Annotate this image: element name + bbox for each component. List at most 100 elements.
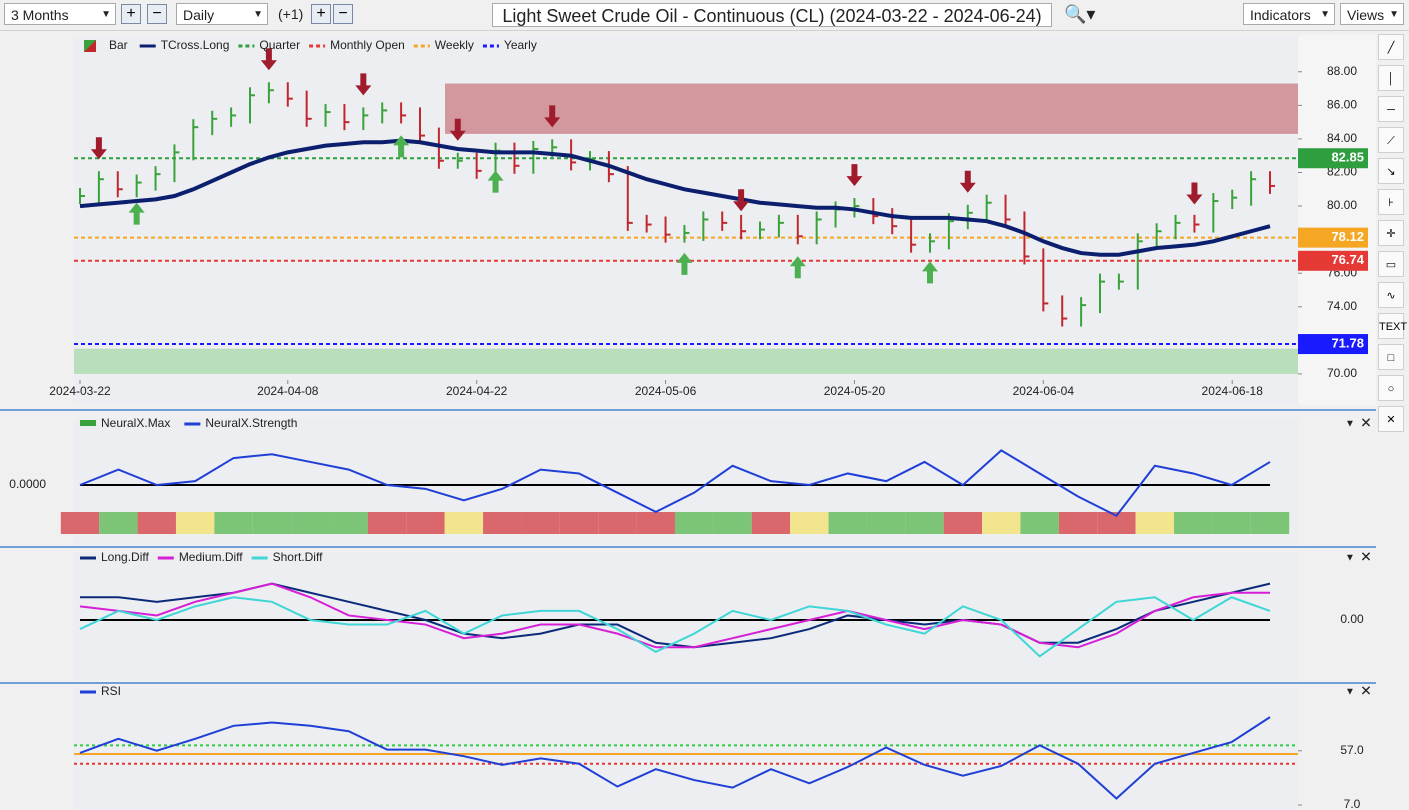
search[interactable]: 🔍▾ — [1064, 4, 1096, 24]
note-tool[interactable]: ▭ — [1378, 251, 1404, 277]
legend-swatch — [84, 40, 96, 52]
interval-select[interactable]: Daily — [176, 3, 268, 26]
state-cell — [1097, 512, 1136, 534]
indicators-menu[interactable]: Indicators — [1243, 3, 1335, 26]
panel-menu: ▼ — [1345, 419, 1355, 430]
delete-tool[interactable]: ✕ — [1378, 406, 1404, 432]
views-menu[interactable]: Views — [1340, 3, 1404, 26]
state-cell — [60, 512, 100, 534]
legend-label: Quarter — [259, 38, 300, 52]
level-label: 76.74 — [1331, 252, 1364, 267]
state-cell — [521, 512, 560, 534]
hline-tool[interactable]: ─ — [1378, 96, 1404, 122]
wave-tool[interactable]: ∿ — [1378, 282, 1404, 308]
sell-arrow — [449, 118, 466, 141]
buy-arrow — [676, 252, 693, 275]
zoom-out[interactable]: − — [147, 4, 167, 24]
y-tick-label: 7.0 — [1344, 797, 1361, 810]
state-cell — [982, 512, 1021, 534]
level-box — [1298, 334, 1368, 355]
buy-arrow — [789, 256, 806, 279]
state-cell — [367, 512, 407, 534]
ellipse-tool[interactable]: ○ — [1378, 375, 1404, 401]
plot-background — [74, 686, 1298, 810]
y-tick-label: 84.00 — [1327, 131, 1357, 145]
legend-label: TCross.Long — [161, 38, 230, 52]
state-cell — [905, 512, 944, 534]
vline-tool[interactable]: │ — [1378, 65, 1404, 91]
sell-arrow — [846, 164, 863, 187]
y-tick-label: 88.00 — [1327, 64, 1357, 78]
legend-label: NeuralX.Strength — [205, 416, 297, 430]
legend-label: Long.Diff — [101, 550, 149, 564]
legend-label: Weekly — [435, 38, 474, 52]
legend-label: Medium.Diff — [179, 550, 243, 564]
fib-tool[interactable]: ⊦ — [1378, 189, 1404, 215]
indicator-line — [79, 716, 1271, 800]
panel-close: ✕ — [1360, 415, 1372, 431]
state-cell — [1212, 512, 1251, 534]
rect-tool[interactable]: □ — [1378, 344, 1404, 370]
toolbar: 3 Months + − Daily (+1) + − Light Sweet … — [0, 0, 1409, 31]
legend-swatch — [80, 420, 96, 426]
state-cell — [175, 512, 215, 534]
offset: (+1) — [278, 6, 304, 22]
level-box — [1298, 227, 1368, 248]
panel-close: ✕ — [1360, 549, 1372, 565]
level-box — [1298, 148, 1368, 169]
state-cell — [214, 512, 253, 534]
offset-minus[interactable]: − — [333, 4, 353, 24]
zone — [445, 83, 1298, 134]
state-cell — [444, 512, 484, 534]
indicator-line — [79, 582, 1270, 649]
x-tick-label: 2024-05-20 — [824, 384, 886, 398]
plot-background — [74, 552, 1298, 680]
state-cell — [1250, 512, 1290, 534]
zoom-in[interactable]: + — [121, 4, 141, 24]
state-cell — [1174, 512, 1213, 534]
sell-arrow — [959, 170, 976, 193]
text-tool[interactable]: TEXT — [1378, 313, 1407, 339]
cross-tool[interactable]: ✛ — [1378, 220, 1404, 246]
state-cell — [406, 512, 445, 534]
arrow-tool[interactable]: ↘ — [1378, 158, 1404, 184]
drawing-tools: ╱ │ ─ ⟋ ↘ ⊦ ✛ ▭ ∿ TEXT □ ○ ✕ — [1376, 34, 1407, 437]
state-cell — [137, 512, 176, 534]
y-tick-label: 0.00 — [1340, 612, 1364, 626]
state-cell — [329, 512, 368, 534]
state-cell — [790, 512, 829, 534]
x-tick-label: 2024-04-22 — [446, 384, 508, 398]
panel-close: ✕ — [1360, 683, 1372, 699]
legend-label: Bar — [109, 38, 128, 52]
panel-menu: ▼ — [1345, 553, 1355, 564]
state-cell — [483, 512, 522, 534]
zone — [74, 348, 1298, 374]
state-cell — [866, 512, 906, 534]
state-cell — [559, 512, 599, 534]
chart-area: 70.0072.0074.0076.0078.0080.0082.0084.00… — [0, 35, 1376, 810]
state-cell — [828, 512, 867, 534]
legend-label: Monthly Open — [330, 38, 405, 52]
level-label: 78.12 — [1331, 229, 1364, 244]
line-tool[interactable]: ╱ — [1378, 34, 1404, 60]
x-tick-label: 2024-03-22 — [49, 384, 111, 398]
legend-label: Short.Diff — [273, 550, 323, 564]
offset-plus[interactable]: + — [311, 4, 331, 24]
x-tick-label: 2024-06-04 — [1013, 384, 1075, 398]
state-cell — [252, 512, 292, 534]
ray-tool[interactable]: ⟋ — [1378, 127, 1404, 153]
state-cell — [598, 512, 637, 534]
sell-arrow — [355, 73, 372, 96]
y-tick-label: 70.00 — [1327, 366, 1357, 380]
buy-arrow — [128, 202, 145, 225]
instrument-title[interactable]: Light Sweet Crude Oil - Continuous (CL) … — [492, 3, 1052, 27]
panel-menu: ▼ — [1345, 687, 1355, 698]
range-select[interactable]: 3 Months — [4, 3, 116, 26]
state-cell — [675, 512, 714, 534]
state-cell — [1135, 512, 1175, 534]
level-label: 82.85 — [1331, 150, 1364, 165]
state-cell — [291, 512, 330, 534]
state-cell — [713, 512, 752, 534]
legend-label: RSI — [101, 684, 121, 698]
